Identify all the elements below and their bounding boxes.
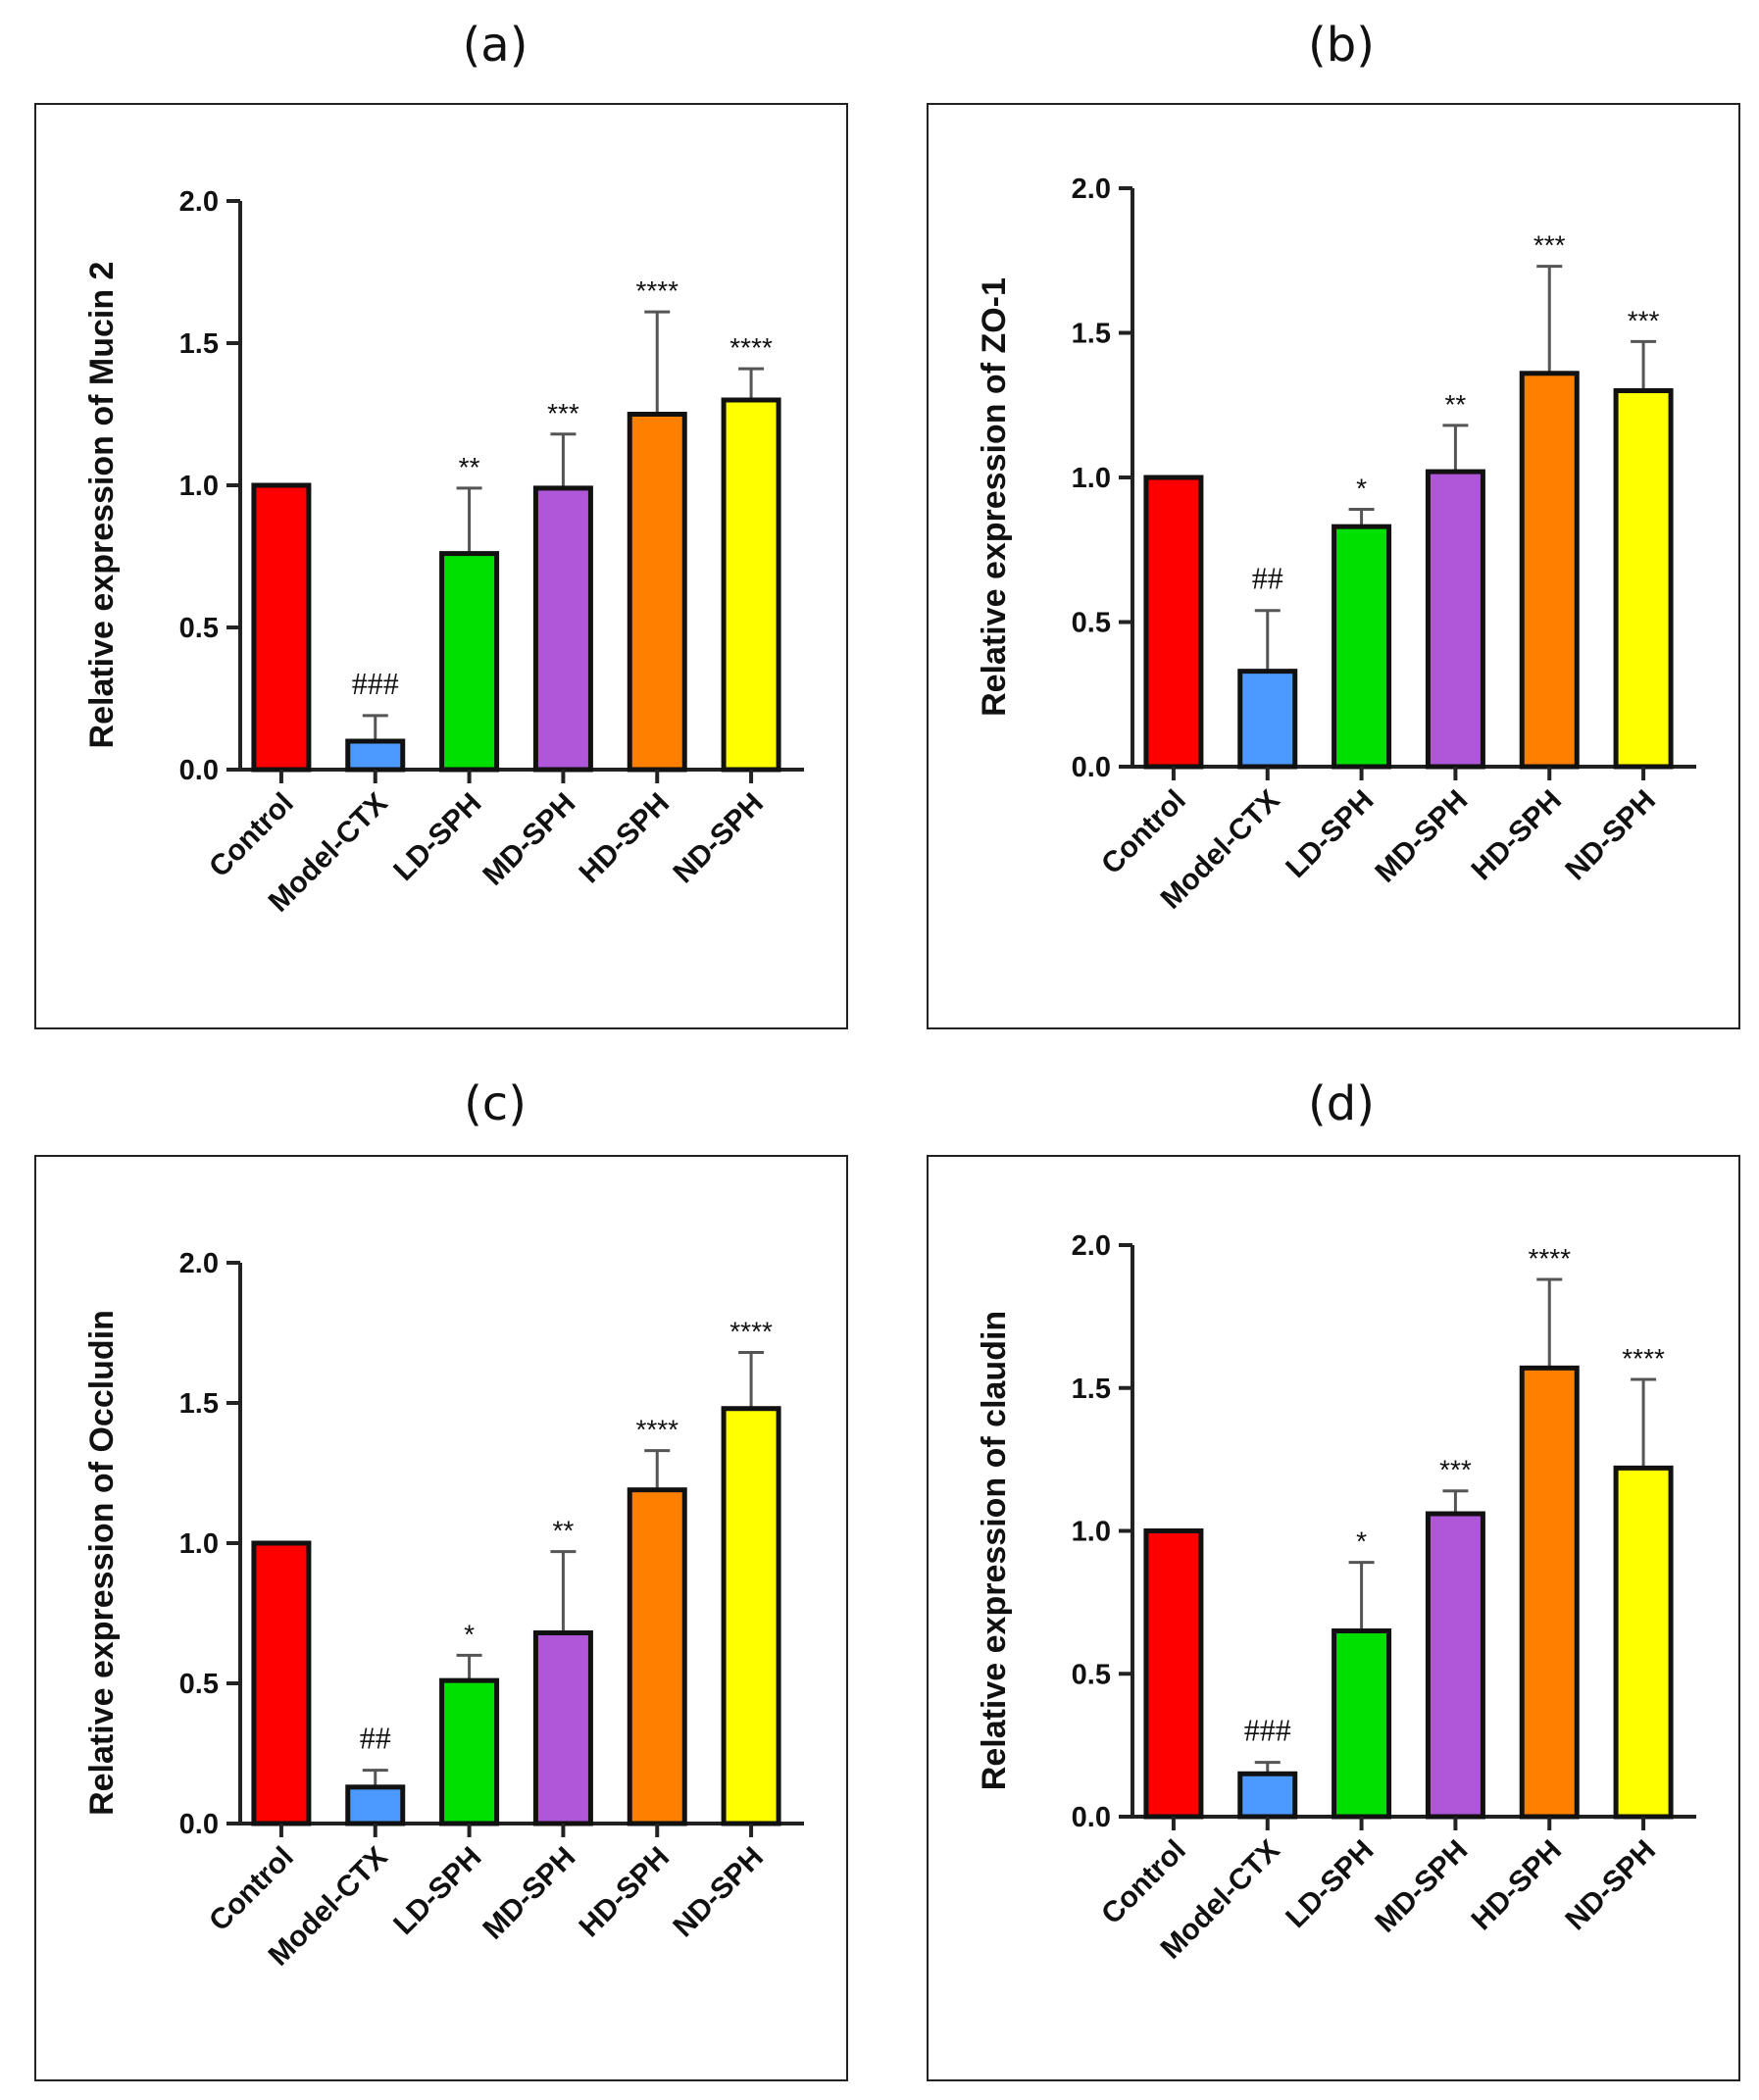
significance-label: ## bbox=[360, 1721, 391, 1756]
y-tick-label: 2.0 bbox=[1072, 1230, 1111, 1262]
bar bbox=[439, 1677, 500, 1826]
y-tick-label: 1.0 bbox=[179, 1528, 219, 1560]
significance-label: **** bbox=[635, 275, 678, 306]
bar bbox=[1425, 1511, 1485, 1820]
significance-label: *** bbox=[1533, 230, 1566, 261]
significance-label: ## bbox=[1252, 561, 1283, 596]
bar bbox=[532, 1630, 593, 1826]
panel-d-title: (d) bbox=[1308, 1076, 1375, 1131]
significance-label: ** bbox=[1445, 389, 1467, 420]
significance-label: * bbox=[1356, 1526, 1367, 1557]
y-axis-title: Relative expression of Mucin 2 bbox=[83, 262, 121, 749]
category-label: Control bbox=[1095, 1834, 1192, 1931]
significance-label: ** bbox=[459, 452, 480, 482]
significance-label: *** bbox=[1628, 305, 1660, 335]
y-axis-title: Relative expression of ZO-1 bbox=[976, 277, 1013, 717]
y-tick-label: 1.5 bbox=[179, 1388, 219, 1420]
y-tick-label: 1.5 bbox=[1072, 1374, 1111, 1405]
y-tick-label: 1.0 bbox=[1072, 463, 1111, 494]
y-tick-label: 0.5 bbox=[1072, 1659, 1111, 1690]
y-tick-label: 0.5 bbox=[179, 1669, 219, 1700]
y-tick-label: 2.0 bbox=[1072, 174, 1111, 205]
bar bbox=[1613, 1465, 1674, 1820]
y-tick-label: 1.5 bbox=[179, 328, 219, 360]
y-tick-label: 1.0 bbox=[179, 471, 219, 502]
y-tick-label: 0.5 bbox=[179, 613, 219, 644]
significance-label: * bbox=[1356, 473, 1367, 503]
significance-label: **** bbox=[729, 332, 773, 363]
y-tick-label: 0.5 bbox=[1072, 608, 1111, 639]
bar bbox=[1519, 371, 1580, 770]
y-tick-label: 0.0 bbox=[1072, 1802, 1111, 1833]
y-tick-label: 2.0 bbox=[179, 186, 219, 218]
bar bbox=[1237, 1771, 1298, 1820]
panel-a-title: (a) bbox=[462, 18, 528, 73]
significance-label: ** bbox=[553, 1516, 575, 1546]
bar bbox=[627, 1487, 687, 1826]
significance-label: *** bbox=[1439, 1455, 1472, 1485]
category-label: MD-SPH bbox=[1369, 1834, 1474, 1939]
panel-b-title: (b) bbox=[1308, 18, 1375, 73]
significance-label: **** bbox=[729, 1317, 773, 1347]
bar bbox=[627, 412, 687, 773]
category-label: HD-SPH bbox=[1466, 1834, 1569, 1937]
significance-label: *** bbox=[547, 398, 579, 428]
y-tick-label: 1.5 bbox=[1072, 319, 1111, 350]
y-axis-title: Relative expression of Occludin bbox=[83, 1310, 121, 1816]
y-tick-label: 0.0 bbox=[179, 1809, 219, 1840]
y-tick-label: 1.0 bbox=[1072, 1517, 1111, 1548]
significance-label: ### bbox=[352, 666, 399, 701]
significance-label: ### bbox=[1244, 1713, 1291, 1748]
y-tick-label: 0.0 bbox=[179, 755, 219, 786]
bar bbox=[1332, 524, 1392, 770]
significance-label: **** bbox=[1622, 1343, 1665, 1374]
panel-c-frame bbox=[34, 1155, 848, 2081]
bar bbox=[721, 397, 781, 773]
bar bbox=[1332, 1628, 1392, 1820]
significance-label: **** bbox=[1528, 1243, 1571, 1274]
significance-label: **** bbox=[635, 1415, 678, 1445]
category-label: ND-SPH bbox=[1559, 1834, 1662, 1937]
category-label: LD-SPH bbox=[1280, 1834, 1380, 1934]
y-tick-label: 2.0 bbox=[179, 1248, 219, 1279]
y-tick-label: 0.0 bbox=[1072, 752, 1111, 783]
bar bbox=[1143, 1528, 1204, 1820]
bar bbox=[1425, 469, 1485, 770]
panel-d-frame bbox=[927, 1155, 1740, 2081]
bar bbox=[1519, 1365, 1580, 1820]
y-axis-title: Relative expression of claudin bbox=[976, 1311, 1013, 1790]
significance-label: * bbox=[464, 1619, 475, 1649]
panel-c-title: (c) bbox=[464, 1076, 527, 1131]
